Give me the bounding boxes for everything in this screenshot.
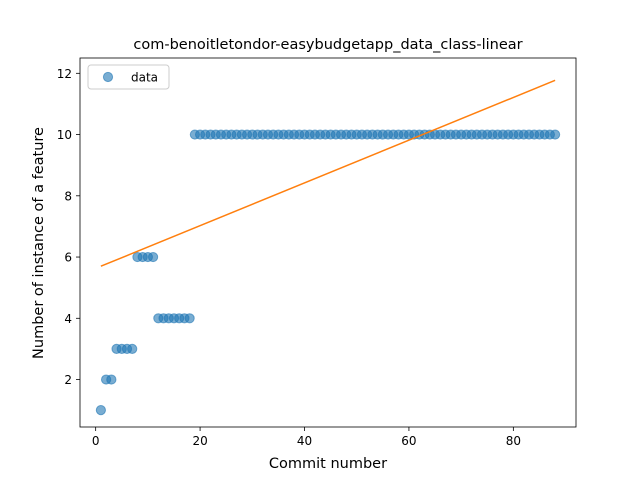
- legend: data: [87, 64, 170, 90]
- y-tick-label: 10: [57, 128, 72, 142]
- chart-title: com-benoitletondor-easybudgetapp_data_cl…: [133, 37, 522, 53]
- y-tick-label: 6: [64, 251, 72, 265]
- data-point: [147, 251, 159, 263]
- trend-line: [100, 79, 556, 267]
- y-tick-label: 2: [64, 373, 72, 387]
- y-axis-label: Number of instance of a feature: [31, 127, 47, 359]
- data-point: [550, 129, 561, 140]
- x-tick-label: 60: [401, 434, 416, 448]
- legend-entry: data: [131, 71, 158, 85]
- legend-marker: [102, 71, 114, 83]
- x-axis-label: Commit number: [269, 456, 387, 472]
- y-tick-label: 4: [64, 312, 72, 326]
- y-tick-label: 12: [57, 67, 72, 81]
- legend-box: [87, 64, 170, 90]
- data-point: [95, 405, 106, 416]
- x-tick-label: 20: [192, 434, 207, 448]
- x-tick-label: 0: [92, 434, 100, 448]
- data-point: [184, 313, 195, 324]
- data-point: [106, 374, 117, 385]
- x-tick-label: 80: [506, 434, 521, 448]
- plot-area: 0 20 40 60 80 2 4 6 8 10 12: [57, 57, 577, 448]
- data-point: [127, 343, 138, 355]
- y-tick-label: 8: [64, 189, 72, 203]
- axes-frame: [79, 57, 577, 428]
- x-tick-label: 40: [297, 434, 312, 448]
